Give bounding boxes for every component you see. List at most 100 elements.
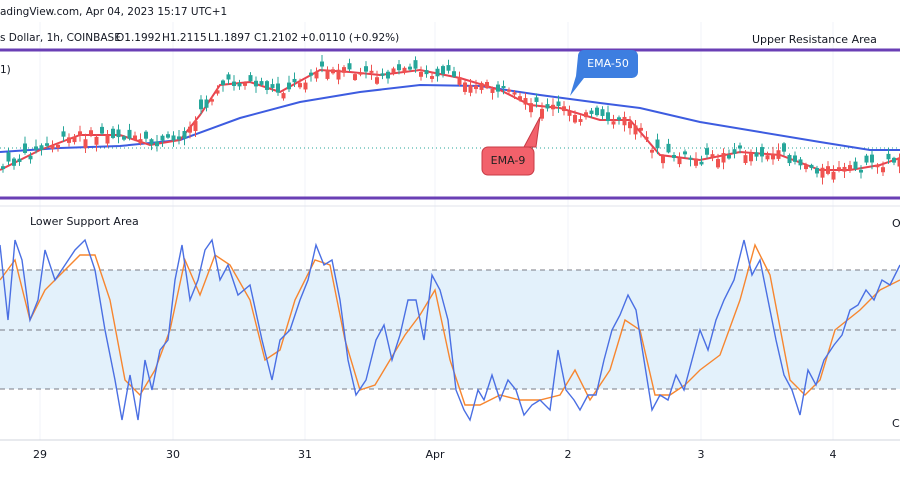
candle-body [556,101,561,107]
candle-body [848,165,852,171]
candle-body [815,167,819,174]
ema50-callout [570,50,638,96]
candle-body [534,97,539,102]
x-label: 30 [166,448,180,461]
candle-body [23,143,27,154]
x-label: 31 [298,448,312,461]
candle-body [452,71,456,77]
candle-body [89,130,93,135]
candle-body [661,155,665,164]
open: O1.1992 [116,32,161,44]
candle-body [875,164,880,168]
candle-body [127,129,132,139]
candle-body [314,72,319,79]
candle-body [232,81,236,86]
candle-body [391,68,396,73]
candle-body [897,157,900,167]
candle-body [512,92,517,95]
candle-body [457,77,462,85]
candle-body [265,81,269,90]
candle-body [171,135,176,141]
candle-body [408,66,412,70]
candle-body [468,85,473,93]
candle-body [397,64,401,71]
right-bottom: C [892,417,900,430]
candle-body [886,153,891,160]
candle-body [765,155,770,160]
candle-body [375,77,379,84]
candle-body [105,134,110,144]
candle-body [243,83,247,86]
ema9-callout [481,116,541,176]
candle-body [743,155,748,164]
symbol: s Dollar, 1h, COINBASE [0,32,121,44]
candle-body [78,131,82,136]
x-label: 3 [698,448,705,461]
candle-body [204,99,209,108]
candle-body [622,116,627,126]
candle-body [628,121,632,129]
candle-body [606,112,610,122]
candle-body [67,137,71,143]
candle-body [782,143,786,152]
x-label: 29 [33,448,47,461]
candle-body [276,83,280,93]
candle-body [182,131,187,139]
candle-body [94,136,99,145]
candle-body [45,143,49,146]
candle-body [870,154,874,163]
stoch-d [0,243,900,406]
indicator: 1) [0,64,11,76]
lower-label: Lower Support Area [30,215,139,228]
candle-body [419,71,423,77]
candle-body [529,103,533,113]
candle-body [72,136,77,143]
candle-body [56,144,60,148]
candle-body [292,78,297,83]
candle-body [463,82,467,92]
candle-body [837,167,841,171]
candle-body [122,136,126,140]
candle-body [100,126,104,134]
candle-body [666,143,671,153]
candle-body [551,104,555,110]
stoch-levels [0,269,900,390]
candle-body [644,136,649,140]
candle-body [842,166,847,172]
low: L1.1897 [208,32,251,44]
candle-body [155,141,159,147]
candle-body [496,84,500,92]
close: C1.2102 [254,32,298,44]
candle-body [430,76,434,79]
candle-body [705,148,709,155]
candle-body [149,139,154,145]
candle-body [501,85,506,89]
candle-body [562,106,566,112]
candle-body [61,131,66,137]
candle-body [710,154,715,158]
candle-body [424,70,429,75]
candle-body [787,155,792,164]
candles [1,54,900,185]
candle-body [386,71,390,79]
candle-body [804,165,808,170]
candle-body [287,82,291,90]
candle-body [166,134,170,138]
candle-body [364,66,368,72]
candle-body [793,155,797,162]
candle-body [892,157,896,163]
candle-body [738,145,742,149]
candle-body [446,65,451,71]
high: H1.2115 [162,32,207,44]
candle-body [771,153,775,160]
candle-body [1,166,5,170]
candle-body [303,82,308,90]
candle-body [259,81,264,85]
candle-body [331,69,335,74]
candle-body [567,111,572,116]
candle-body [859,169,863,173]
candle-body [309,72,313,76]
candle-body [518,96,522,101]
candle-body [694,158,698,166]
candle-body [490,88,495,93]
